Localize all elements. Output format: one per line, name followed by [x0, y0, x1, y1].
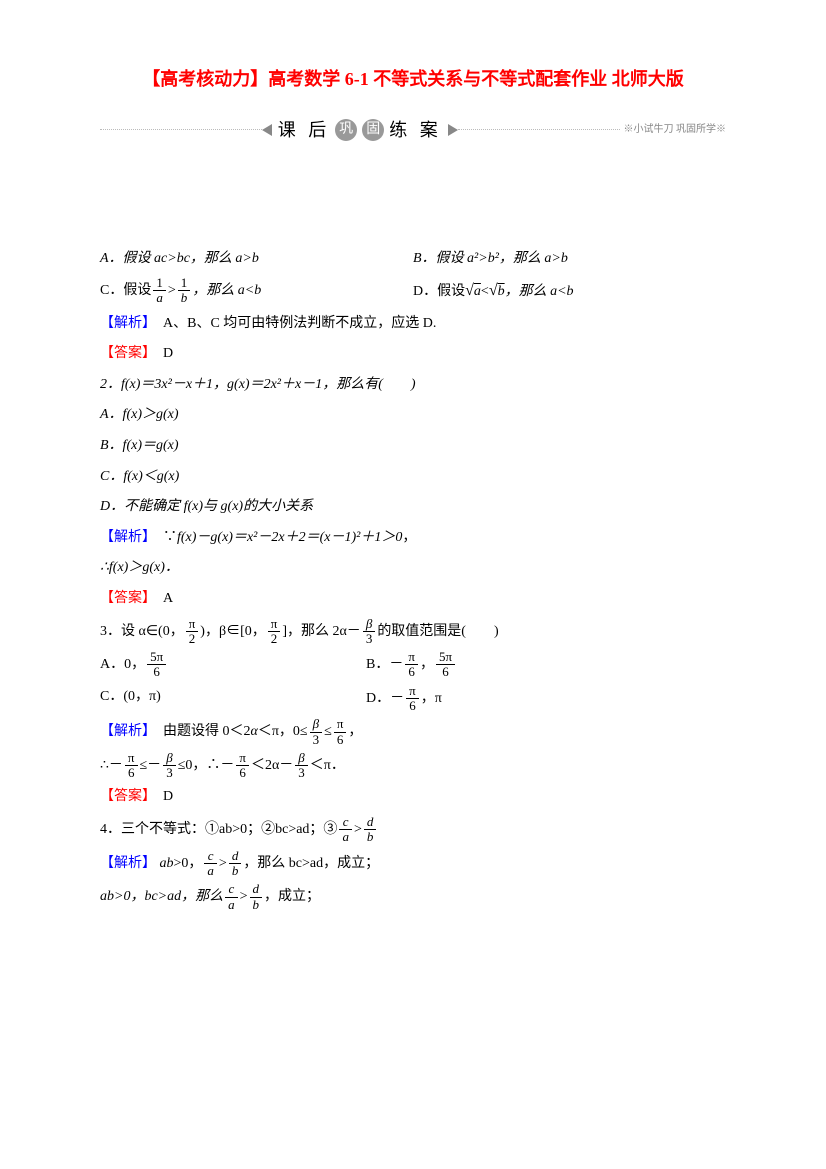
q3-option-a: A．0，5π6	[100, 650, 366, 680]
q2-option-a: A．f(x)＞g(x)	[100, 402, 726, 429]
section-banner: 课 后 巩 固 练 案 ※小试牛刀 巩固所学※	[100, 112, 726, 148]
q4-jiexi1: 【解析】 ab>0，ca>db，那么 bc>ad，成立；	[100, 849, 726, 879]
q1-option-c: C．假设1a>1b，那么 a<b	[100, 276, 413, 306]
q2-stem: 2．f(x)＝3x²－x＋1，g(x)＝2x²＋x－1，那么有( )	[100, 372, 726, 399]
banner-dotline-left	[100, 129, 262, 130]
q3-daan: 【答案】 D	[100, 784, 726, 811]
q4-stem: 4．三个不等式：①ab>0；②bc>ad；③ca>db	[100, 815, 726, 845]
q1-option-d: D．假设√a<√b，那么 a<b	[413, 276, 726, 306]
banner-suffix: 练 案	[389, 113, 442, 147]
q3-jiexi2: ∴－π6≤－β3≤0，∴－π6＜2α－β3＜π．	[100, 751, 726, 781]
banner-tail: ※小试牛刀 巩固所学※	[624, 120, 727, 139]
q2-option-d: D．不能确定 f(x)与 g(x)的大小关系	[100, 494, 726, 521]
banner-text: 课 后 巩 固 练 案	[270, 113, 450, 147]
q1-jiexi: 【解析】 A、B、C 均可由特例法判断不成立，应选 D.	[100, 311, 726, 338]
q1-daan: 【答案】 D	[100, 341, 726, 368]
q2-daan: 【答案】 A	[100, 586, 726, 613]
banner-prefix: 课 后	[278, 113, 331, 147]
banner-dotline-right	[458, 129, 620, 130]
banner-circle-1: 巩	[335, 119, 357, 141]
q3-stem: 3．设 α∈(0，π2)，β∈[0，π2]，那么 2α－β3的取值范围是( )	[100, 617, 726, 647]
banner-circle-2: 固	[362, 119, 384, 141]
q1-options-row1: A．假设 ac>bc，那么 a>b B．假设 a²>b²，那么 a>b	[100, 246, 726, 273]
q1-option-a: A．假设 ac>bc，那么 a>b	[100, 246, 413, 273]
spacer	[100, 172, 726, 242]
q2-jiexi2: ∴f(x)＞g(x)．	[100, 555, 726, 582]
page-title: 【高考核动力】高考数学 6-1 不等式关系与不等式配套作业 北师大版	[100, 60, 726, 100]
q3-option-c: C．(0，π)	[100, 684, 366, 714]
q2-option-b: B．f(x)＝g(x)	[100, 433, 726, 460]
q3-jiexi1: 【解析】 由题设得 0＜2α＜π，0≤β3≤π6，	[100, 717, 726, 747]
q2-jiexi: 【解析】 ∵f(x)－g(x)＝x²－2x＋2＝(x－1)²＋1＞0，	[100, 525, 726, 552]
q2-option-c: C．f(x)＜g(x)	[100, 464, 726, 491]
q1-options-row2: C．假设1a>1b，那么 a<b D．假设√a<√b，那么 a<b	[100, 276, 726, 306]
q3-option-d: D．－π6，π	[366, 684, 726, 714]
q3-options-row1: A．0，5π6 B．－π6，5π6	[100, 650, 726, 680]
banner-arrow-right	[448, 124, 458, 136]
q3-options-row2: C．(0，π) D．－π6，π	[100, 684, 726, 714]
q3-option-b: B．－π6，5π6	[366, 650, 726, 680]
q1-option-b: B．假设 a²>b²，那么 a>b	[413, 246, 726, 273]
q4-jiexi2: ab>0，bc>ad，那么ca>db，成立；	[100, 882, 726, 912]
